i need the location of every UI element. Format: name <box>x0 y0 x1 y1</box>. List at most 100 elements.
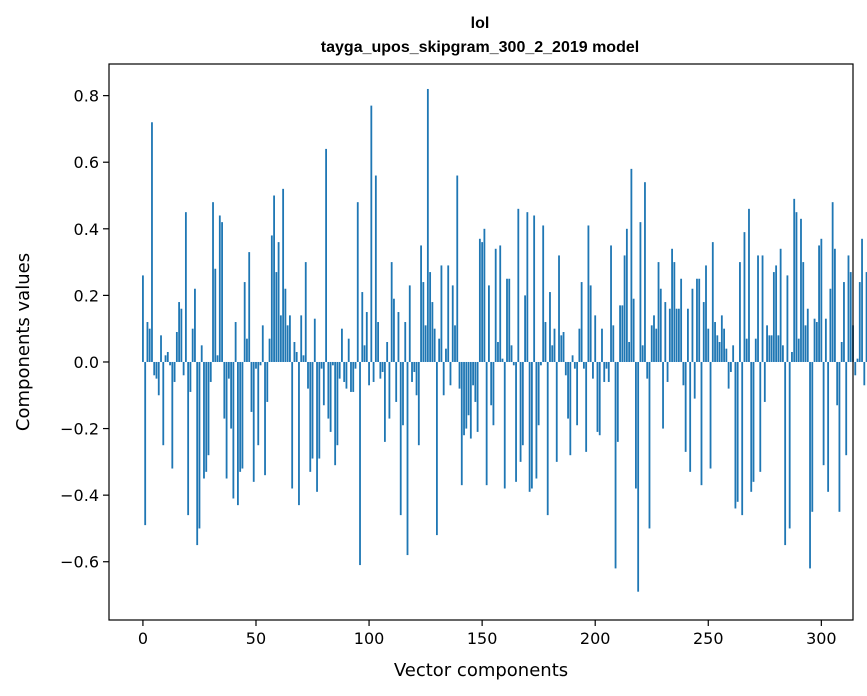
bar-224 <box>648 361 651 529</box>
bar-90 <box>345 361 348 389</box>
bar-287 <box>791 351 793 362</box>
bar-205 <box>605 361 608 369</box>
bar-309 <box>840 342 843 362</box>
bar-9 <box>162 361 165 446</box>
x-tick-label-0: 0 <box>138 629 148 648</box>
y-tick-label-4: 0.2 <box>74 286 99 305</box>
bar-93 <box>352 361 355 392</box>
bar-65 <box>289 315 291 362</box>
bar-48 <box>250 361 253 412</box>
bar-244 <box>693 361 696 399</box>
bar-27 <box>203 361 205 479</box>
bar-245 <box>696 278 698 362</box>
bar-177 <box>542 225 545 362</box>
bar-117 <box>406 361 409 556</box>
bar-278 <box>770 335 773 362</box>
bar-159 <box>501 358 504 362</box>
bar-112 <box>395 361 398 402</box>
bar-203 <box>601 328 603 362</box>
bar-292 <box>802 262 805 362</box>
bar-277 <box>768 335 771 362</box>
bar-75 <box>311 361 314 459</box>
bar-178 <box>544 322 547 362</box>
y-tick-label-1: −0.4 <box>60 486 99 505</box>
bar-140 <box>458 361 461 389</box>
bar-155 <box>492 361 495 426</box>
bar-180 <box>549 292 551 362</box>
bar-232 <box>666 361 669 382</box>
bar-201 <box>596 361 599 432</box>
bar-5 <box>153 361 156 376</box>
bar-216 <box>630 168 633 362</box>
bar-214 <box>625 228 628 362</box>
bar-269 <box>750 361 753 492</box>
bar-304 <box>829 288 832 362</box>
bar-291 <box>800 218 802 362</box>
bar-172 <box>530 361 533 489</box>
bar-28 <box>205 361 208 472</box>
bar-235 <box>673 262 676 362</box>
bar-200 <box>594 315 597 362</box>
bar-242 <box>689 361 692 472</box>
bar-249 <box>705 265 707 362</box>
bar-38 <box>227 361 230 379</box>
bar-52 <box>259 361 262 366</box>
bar-227 <box>655 328 658 362</box>
bar-280 <box>775 265 778 362</box>
bar-24 <box>196 361 199 546</box>
bar-288 <box>793 198 796 362</box>
bar-144 <box>467 361 470 416</box>
bar-43 <box>239 361 242 472</box>
bar-168 <box>521 361 524 446</box>
bar-311 <box>845 361 848 456</box>
bar-122 <box>417 361 420 446</box>
bar-194 <box>580 282 583 362</box>
bar-188 <box>567 361 569 419</box>
bar-3 <box>148 328 151 362</box>
y-axis-label: Components values <box>13 253 34 431</box>
bar-156 <box>494 248 497 362</box>
bar-312 <box>847 255 850 362</box>
bar-267 <box>745 338 748 362</box>
bar-223 <box>646 361 649 379</box>
bar-125 <box>424 325 427 362</box>
bar-54 <box>264 361 266 476</box>
bar-285 <box>786 275 789 362</box>
bar-37 <box>225 361 228 479</box>
bar-1 <box>144 361 147 526</box>
bar-91 <box>347 338 350 362</box>
bar-21 <box>189 361 192 392</box>
bar-252 <box>711 242 714 362</box>
x-tick-label-150: 150 <box>467 629 498 648</box>
bar-80 <box>322 361 325 406</box>
bar-61 <box>279 315 282 362</box>
bar-154 <box>490 361 493 406</box>
bar-86 <box>336 361 339 446</box>
bar-236 <box>675 308 678 362</box>
bar-7 <box>157 361 160 396</box>
bar-210 <box>616 361 619 442</box>
bar-176 <box>540 361 542 366</box>
bar-171 <box>528 361 531 492</box>
bar-131 <box>438 338 441 362</box>
bar-70 <box>300 315 303 362</box>
bar-66 <box>291 361 294 489</box>
bar-297 <box>813 318 816 362</box>
bar-246 <box>698 278 701 362</box>
bar-16 <box>178 302 181 362</box>
bar-111 <box>393 298 395 362</box>
bar-10 <box>164 355 167 362</box>
bar-124 <box>422 282 425 362</box>
bar-135 <box>447 265 450 362</box>
bar-276 <box>766 325 768 362</box>
bar-123 <box>420 245 422 362</box>
bar-243 <box>691 288 694 362</box>
x-axis-label: Vector components <box>394 660 568 681</box>
bar-174 <box>535 361 538 479</box>
bar-301 <box>822 361 825 466</box>
bar-25 <box>198 361 201 529</box>
bar-222 <box>644 182 646 362</box>
bar-102 <box>372 361 375 382</box>
bar-134 <box>445 348 447 362</box>
bar-39 <box>230 361 233 429</box>
